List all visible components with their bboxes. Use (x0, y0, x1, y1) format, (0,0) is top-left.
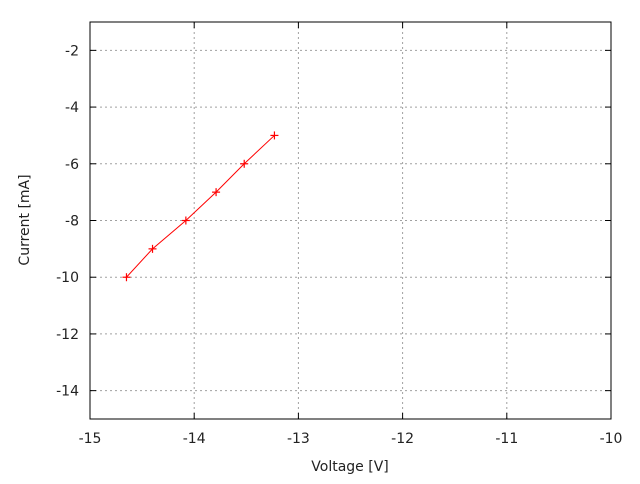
x-tick-label: -13 (287, 431, 310, 447)
x-tick-label: -15 (79, 431, 102, 447)
data-point-marker (122, 273, 131, 282)
series (122, 131, 279, 282)
x-tick-label: -10 (600, 431, 623, 447)
data-point-marker (240, 159, 249, 168)
data-point-marker (212, 188, 221, 197)
data-point-marker (181, 216, 190, 225)
y-tick-label: -2 (65, 43, 79, 59)
y-axis-label: Current [mA] (17, 174, 33, 265)
data-point-marker (270, 131, 279, 140)
y-tick-label: -4 (65, 100, 79, 116)
series-line (126, 135, 275, 278)
y-tick-label: -6 (65, 157, 79, 173)
ticks: -15 -14 -13 -12 -11 -10 -14 -12 -10 -8 -6 -4 -2 (56, 22, 622, 447)
x-tick-label: -12 (391, 431, 414, 447)
data-point-marker (148, 244, 157, 253)
x-tick-label: -11 (495, 431, 518, 447)
x-tick-label: -14 (183, 431, 206, 447)
x-axis-label: Voltage [V] (311, 459, 388, 475)
y-tick-label: -12 (56, 327, 79, 343)
y-tick-label: -10 (56, 270, 79, 286)
grid (90, 22, 611, 419)
y-tick-label: -14 (56, 384, 79, 400)
y-tick-label: -8 (65, 214, 79, 230)
